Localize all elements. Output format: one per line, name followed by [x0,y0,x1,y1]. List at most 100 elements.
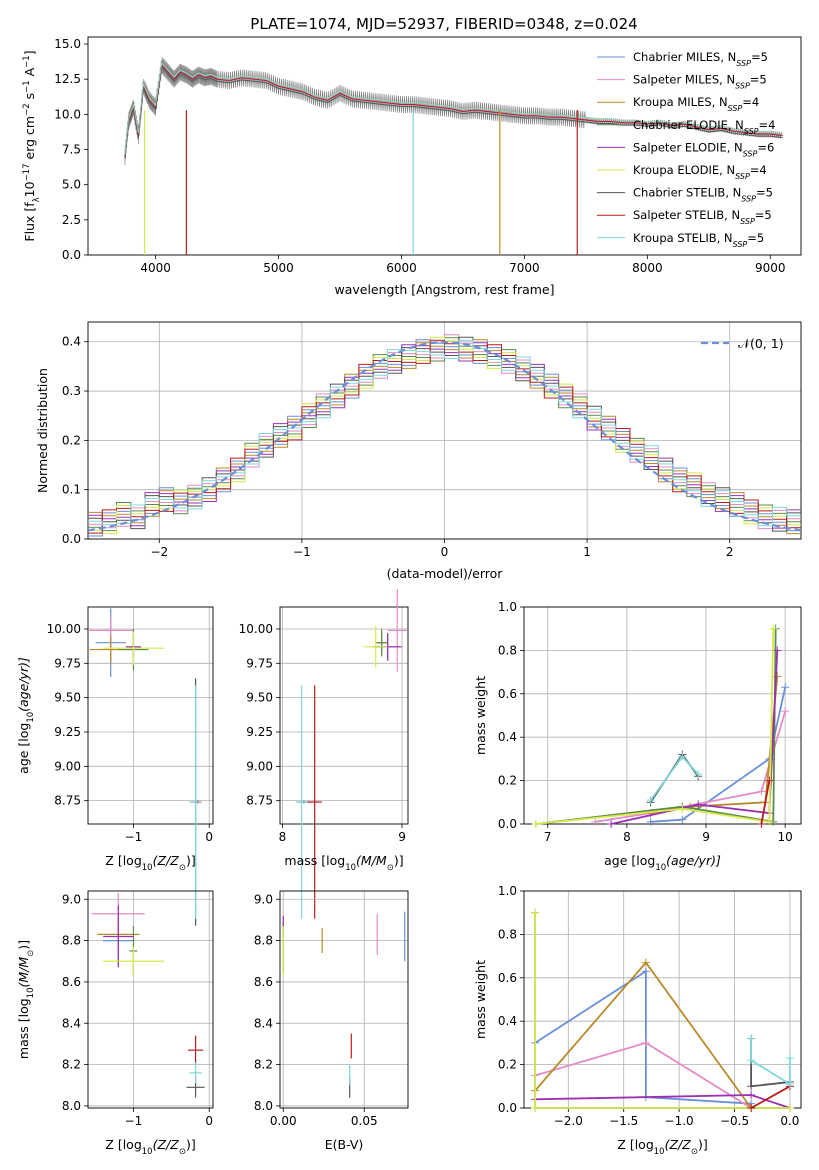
spectrum-ytick-label: 10.0 [54,107,81,121]
weight-vs-z-series-line [750,1038,791,1086]
legend-label: Kroupa ELODIE, NSSP=4 [633,163,767,181]
mass-vs-ebv-ytick-label: 8.6 [254,975,273,989]
residuals-ylabel: Normed distribution [35,368,50,493]
weight-vs-age-ytick-label: 0.8 [498,643,517,657]
weight-vs-age-frame [523,606,802,825]
residuals-xtick-label: 2 [726,545,734,559]
age-vs-z-xtick-label: 0 [205,830,213,844]
weight-vs-z-ytick-label: 0.2 [498,1058,517,1072]
weight-vs-z-xtick-label: −1.0 [665,1114,694,1128]
legend-label: Chabrier STELIB, NSSP=5 [633,186,773,204]
weight-vs-z-axes: −2.0 −1.5 −1.0 −0.5 0.0 0.0 0.2 0.4 0.6 0.8 1.0 [498,884,802,1128]
age-vs-mass-xlabel: mass [log10(M/M⊙)] [284,853,403,873]
weight-vs-z-xtick-label: −2.0 [554,1114,583,1128]
weight-vs-z-xtick-label: −0.5 [720,1114,749,1128]
weight-vs-age-ytick-label: 0.0 [498,817,517,831]
age-vs-mass-ytick-label: 8.75 [246,794,273,808]
mass-vs-z-ytick-label: 8.4 [62,1016,81,1030]
spectrum-xtick-label: 6000 [386,261,417,275]
weight-vs-age-lines [531,624,790,828]
weight-vs-age-xtick-label: 9 [702,830,710,844]
weight-vs-age-series-line [650,687,787,823]
age-vs-mass-axes: 8 9 8.75 9.00 9.25 9.50 9.75 10.00 [239,606,409,844]
spectrum-xtick-label: 7000 [509,261,540,275]
residuals-ytick-label: 0.3 [62,384,81,398]
mass-vs-z-xtick-label: −1 [125,1114,143,1128]
weight-vs-age-xtick-label: 7 [544,830,552,844]
mass-vs-z-axes: −1 0 8.0 8.2 8.4 8.6 8.8 9.0 [62,890,214,1128]
spectrum-xtick-label: 4000 [140,261,171,275]
legend-label: Kroupa MILES, NSSP=4 [633,95,759,113]
age-vs-mass-ytick-label: 9.50 [246,691,273,705]
legend-label: Chabrier MILES, NSSP=5 [633,50,768,68]
age-vs-z-ytick-label: 9.50 [54,691,81,705]
figure-title: PLATE=1074, MJD=52937, FIBERID=0348, z=0… [250,15,637,33]
residual-step-line [88,336,801,532]
residuals-ytick-label: 0.2 [62,433,81,447]
mass-vs-z-errorbars [91,893,205,1098]
weight-vs-age-series-line [610,650,779,825]
spectrum-ylabel: Flux [fλ10−17 erg cm−2 s−1 A−1] [22,50,42,241]
spectrum-axes: 4000 5000 6000 7000 8000 9000 0.0 2.5 5.0 7.5 10.0… [54,36,802,275]
weight-vs-z-ytick-label: 0.4 [498,1014,517,1028]
spectrum-ytick-label: 2.5 [62,213,81,227]
spectrum-ytick-label: 0.0 [62,248,81,262]
weight-vs-age-ylabel: mass weight [473,676,488,755]
age-vs-mass-ytick-label: 9.75 [246,656,273,670]
spectrum-frame [87,36,802,256]
age-vs-z-frame [87,606,214,825]
weight-vs-z-xlabel: Z [log10(Z/Z⊙)] [617,1137,707,1157]
age-vs-z-ytick-label: 9.25 [54,725,81,739]
residual-step-line [88,342,801,529]
mass-vs-ebv-xtick-label: 0.00 [270,1114,297,1128]
legend-label: Chabrier ELODIE, NSSP=4 [633,118,775,136]
legend-label: Salpeter STELIB, NSSP=5 [633,208,772,226]
weight-vs-age-axes: 7 8 9 10 0.0 0.2 0.4 0.6 0.8 1.0 [498,600,802,844]
residuals-ytick-label: 0.0 [62,532,81,546]
age-vs-mass-frame [279,606,409,825]
spectrum-model-line [124,61,783,155]
spectrum-ytick-label: 15.0 [54,37,81,51]
legend-label: Kroupa STELIB, NSSP=5 [633,231,764,249]
weight-vs-z-ytick-label: 0.6 [498,971,517,985]
mass-vs-z-ytick-label: 8.2 [62,1058,81,1072]
spectrum-model-line [124,64,783,157]
mass-vs-ebv-xlabel: E(B-V) [325,1137,364,1152]
spectrum-ytick-label: 5.0 [62,178,81,192]
mass-vs-ebv-ytick-label: 9.0 [254,892,273,906]
mass-vs-z-xtick-label: 0 [205,1114,213,1128]
age-vs-z-axes: −1 0 8.75 9.00 9.25 9.50 9.75 10.00 [47,606,214,844]
weight-vs-z-ytick-label: 0.8 [498,927,517,941]
residual-step-line [88,336,801,535]
weight-vs-age-ytick-label: 0.6 [498,687,517,701]
mass-vs-z-ytick-label: 8.8 [62,934,81,948]
residuals-xtick-label: −1 [293,545,311,559]
age-vs-z-ytick-label: 8.75 [54,794,81,808]
mass-vs-ebv-xtick-label: 0.05 [351,1114,378,1128]
age-vs-z-ytick-label: 9.00 [54,759,81,773]
weight-vs-age-ytick-label: 1.0 [498,600,517,614]
mass-vs-z-ytick-label: 9.0 [62,892,81,906]
age-vs-mass-xtick-label: 8 [279,830,287,844]
mass-vs-ebv-ytick-label: 8.4 [254,1016,273,1030]
weight-vs-z-series-line [534,969,752,1105]
spectrum-xtick-label: 8000 [632,261,663,275]
legend-label: Salpeter ELODIE, NSSP=6 [633,140,774,158]
mass-vs-z-xlabel: Z [log10(Z/Z⊙)] [105,1137,195,1157]
mass-vs-ebv-axes: 0.00 0.05 8.0 8.2 8.4 8.6 8.8 9.0 [254,890,409,1128]
residuals-xtick-label: −2 [150,545,168,559]
legend-label: Salpeter MILES, NSSP=5 [633,73,767,91]
weight-vs-age-ytick-label: 0.2 [498,774,517,788]
residuals-xlabel: (data-model)/error [387,566,504,581]
age-vs-z-ylabel: age [log10(age/yr)] [16,657,36,774]
residuals-ytick-label: 0.1 [62,483,81,497]
age-vs-z-xlabel: Z [log10(Z/Z⊙)] [105,853,195,873]
mass-vs-z-ylabel: mass [log10(M/M⊙)] [16,940,36,1059]
age-vs-mass-ytick-label: 9.00 [246,759,273,773]
mass-vs-z-ytick-label: 8.0 [62,1099,81,1113]
weight-vs-age-xtick-label: 8 [623,830,631,844]
weight-vs-z-xtick-label: −1.5 [609,1114,638,1128]
residuals-xtick-label: 0 [441,545,449,559]
weight-vs-age-ytick-label: 0.4 [498,730,517,744]
